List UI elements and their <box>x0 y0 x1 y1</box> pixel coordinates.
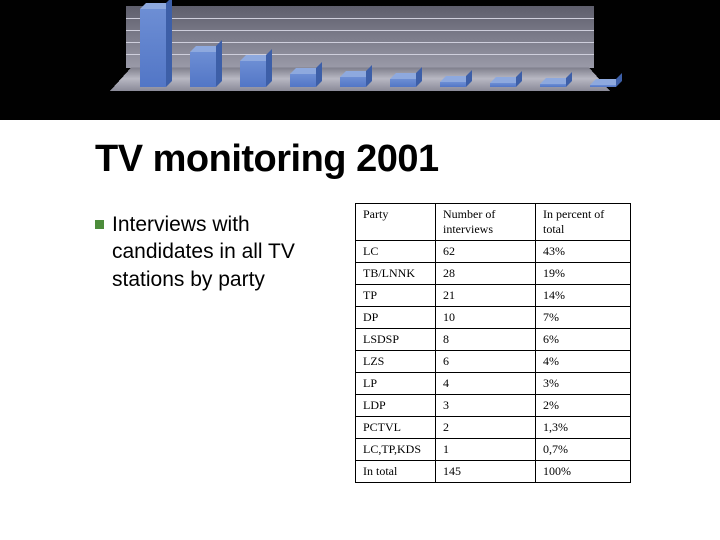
table-cell: In total <box>356 461 436 483</box>
chart-bar <box>240 61 266 87</box>
chart-3d-container <box>110 8 610 103</box>
table-cell: 1 <box>436 439 536 461</box>
table-cell: 8 <box>436 329 536 351</box>
table-row: LZS64% <box>356 351 631 373</box>
table-cell: 4% <box>536 351 631 373</box>
table-cell: 6% <box>536 329 631 351</box>
table-cell: TB/LNNK <box>356 263 436 285</box>
table-cell: 62 <box>436 241 536 263</box>
table-header: In percent of total <box>536 204 631 241</box>
chart-bar <box>440 82 466 87</box>
table-cell: LP <box>356 373 436 395</box>
chart-bar <box>290 74 316 87</box>
table-cell: 2 <box>436 417 536 439</box>
table-cell: 145 <box>436 461 536 483</box>
table-cell: PCTVL <box>356 417 436 439</box>
data-table: Party Number of interviews In percent of… <box>355 203 631 483</box>
table-header: Number of interviews <box>436 204 536 241</box>
table-cell: LSDSP <box>356 329 436 351</box>
bullet-square-icon <box>95 220 104 229</box>
chart-bar <box>190 52 216 87</box>
table-row: TP2114% <box>356 285 631 307</box>
table-cell: 28 <box>436 263 536 285</box>
table-row: LC,TP,KDS10,7% <box>356 439 631 461</box>
table-cell: LC,TP,KDS <box>356 439 436 461</box>
table-cell: DP <box>356 307 436 329</box>
table-row: LDP32% <box>356 395 631 417</box>
slide-content: TV monitoring 2001 Interviews with candi… <box>0 120 720 483</box>
table-row: PCTVL21,3% <box>356 417 631 439</box>
chart-bar <box>540 84 566 87</box>
table-cell: 43% <box>536 241 631 263</box>
table-cell: 0,7% <box>536 439 631 461</box>
table-row: LSDSP86% <box>356 329 631 351</box>
table-cell: 14% <box>536 285 631 307</box>
table-cell: 3% <box>536 373 631 395</box>
table-cell: 7% <box>536 307 631 329</box>
table-row: TB/LNNK2819% <box>356 263 631 285</box>
table-cell: 21 <box>436 285 536 307</box>
body-row: Interviews with candidates in all TV sta… <box>95 203 660 483</box>
slide-title: TV monitoring 2001 <box>95 138 660 181</box>
table-row: LP43% <box>356 373 631 395</box>
table-cell: 1,3% <box>536 417 631 439</box>
table-header-row: Party Number of interviews In percent of… <box>356 204 631 241</box>
table-cell: LDP <box>356 395 436 417</box>
table-cell: 10 <box>436 307 536 329</box>
bullet-block: Interviews with candidates in all TV sta… <box>95 203 325 293</box>
chart-bar <box>390 79 416 87</box>
table-row: In total145100% <box>356 461 631 483</box>
table-row: DP107% <box>356 307 631 329</box>
table-cell: 6 <box>436 351 536 373</box>
chart-bar <box>140 9 166 87</box>
table-cell: 100% <box>536 461 631 483</box>
table-cell: 19% <box>536 263 631 285</box>
table-cell: LZS <box>356 351 436 373</box>
chart-bar <box>490 83 516 87</box>
table-cell: 4 <box>436 373 536 395</box>
bullet-text: Interviews with candidates in all TV sta… <box>112 211 325 293</box>
table-cell: 3 <box>436 395 536 417</box>
chart-bars <box>140 7 590 87</box>
table-header: Party <box>356 204 436 241</box>
table-cell: 2% <box>536 395 631 417</box>
table-row: LC6243% <box>356 241 631 263</box>
header-chart <box>0 0 720 120</box>
chart-bar <box>590 85 616 87</box>
chart-bar <box>340 77 366 87</box>
table-cell: LC <box>356 241 436 263</box>
table-cell: TP <box>356 285 436 307</box>
